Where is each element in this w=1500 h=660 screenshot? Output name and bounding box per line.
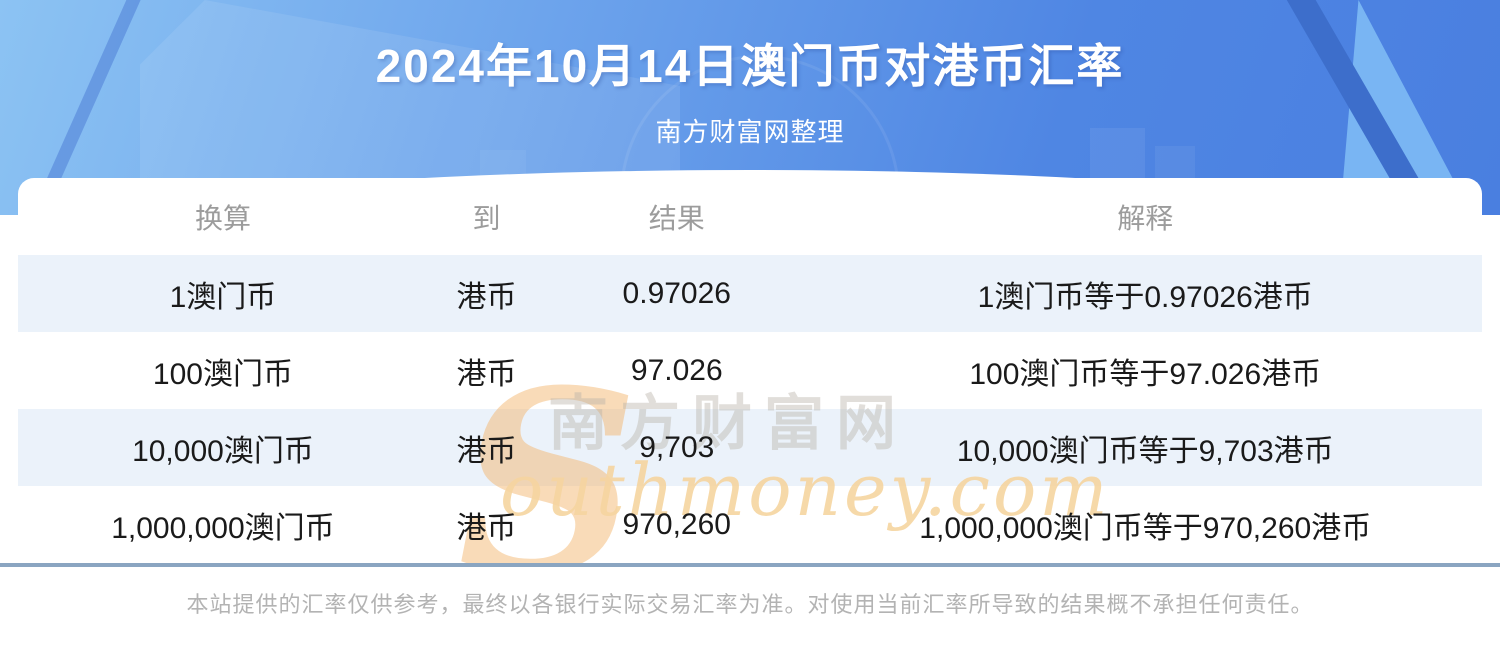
table-row: 1,000,000澳门币 港币 970,260 1,000,000澳门币等于970,2… bbox=[18, 486, 1482, 563]
table-cell: 港币 bbox=[456, 434, 517, 468]
column-header-explain: 解释 bbox=[1117, 202, 1174, 234]
disclaimer-text: 本站提供的汇率仅供参考，最终以各银行实际交易汇率为准。对使用当前汇率所导致的结果… bbox=[186, 592, 1314, 617]
footer-divider bbox=[0, 563, 1500, 567]
column-header-to: 到 bbox=[472, 202, 501, 234]
table-cell: 10,000澳门币等于9,703港币 bbox=[956, 434, 1334, 468]
table-cell: 0.97026 bbox=[622, 276, 731, 310]
page-subtitle: 南方财富网整理 bbox=[655, 117, 845, 147]
table-row: 1澳门币 港币 0.97026 1澳门币等于0.97026港币 bbox=[18, 255, 1482, 332]
column-header-result: 结果 bbox=[648, 202, 705, 234]
table-cell: 100澳门币等于97.026港币 bbox=[969, 357, 1322, 391]
table-cell: 100澳门币 bbox=[152, 357, 293, 391]
table-cell: 港币 bbox=[456, 511, 517, 545]
table-cell: 港币 bbox=[456, 280, 517, 314]
table-header-row: 换算 到 结果 解释 bbox=[18, 178, 1482, 255]
table-row: 100澳门币 港币 97.026 100澳门币等于97.026港币 bbox=[18, 332, 1482, 409]
table-cell: 1,000,000澳门币等于970,260港币 bbox=[919, 511, 1372, 545]
table-row: 10,000澳门币 港币 9,703 10,000澳门币等于9,703港币 bbox=[18, 409, 1482, 486]
table-cell: 港币 bbox=[456, 357, 517, 391]
table-cell: 10,000澳门币 bbox=[132, 434, 314, 468]
page-title: 2024年10月14日澳门币对港币汇率 bbox=[375, 40, 1125, 92]
table-cell: 970,260 bbox=[622, 507, 731, 541]
footer: 本站提供的汇率仅供参考，最终以各银行实际交易汇率为准。对使用当前汇率所导致的结果… bbox=[0, 567, 1500, 660]
column-header-convert: 换算 bbox=[194, 202, 251, 234]
table-cell: 1澳门币等于0.97026港币 bbox=[977, 280, 1313, 314]
rate-table-card: 换算 到 结果 解释 1澳门币 港币 0.97026 1澳门币等于0.97026港币 1… bbox=[18, 178, 1482, 563]
table-cell: 1澳门币 bbox=[169, 280, 277, 314]
table-cell: 97.026 bbox=[630, 353, 723, 387]
table-cell: 1,000,000澳门币 bbox=[111, 511, 335, 545]
table-cell: 9,703 bbox=[639, 430, 715, 464]
table-body: 1澳门币 港币 0.97026 1澳门币等于0.97026港币 100澳门币 港币 97.0… bbox=[18, 255, 1482, 563]
